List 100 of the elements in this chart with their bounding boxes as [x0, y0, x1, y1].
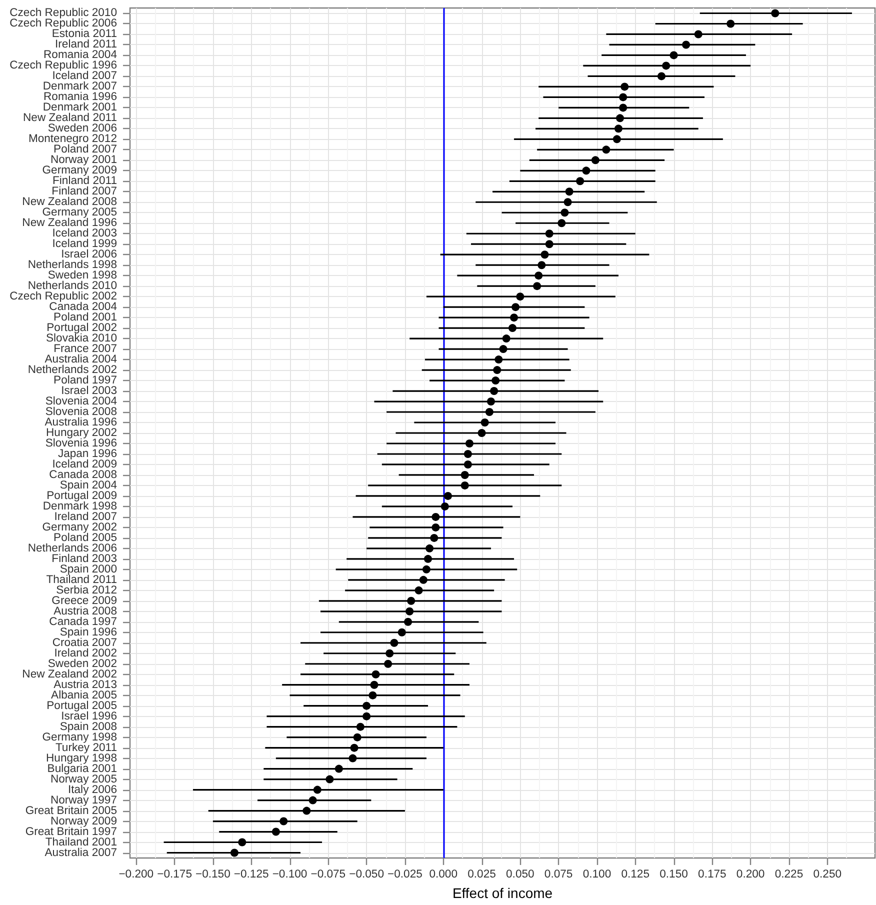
y-tick-label: Denmark 2007 — [42, 80, 117, 93]
x-tick-label: 0.075 — [544, 868, 573, 880]
x-tick-label: −0.100 — [272, 868, 308, 880]
x-tick-label: −0.025 — [388, 868, 422, 880]
y-tick-label: Spain 2008 — [60, 720, 117, 733]
y-tick-label: Canada 2004 — [49, 301, 117, 314]
y-tick-label: Australia 1996 — [44, 416, 117, 429]
x-tick-label: 0.250 — [813, 868, 842, 880]
y-tick-label: Netherlands 2002 — [28, 364, 117, 376]
y-tick-label: Portugal 2002 — [46, 322, 117, 334]
x-tick-label: 0.200 — [736, 868, 765, 880]
y-tick-label: France 2007 — [54, 343, 117, 356]
y-tick-label: Poland 2005 — [54, 532, 117, 544]
y-tick-label: Ireland 2007 — [54, 510, 117, 523]
y-tick-label: Ireland 2011 — [55, 38, 117, 51]
y-tick-label: Finland 2007 — [52, 186, 117, 198]
y-tick-label: Japan 1996 — [58, 448, 117, 460]
y-tick-label: Romania 2004 — [44, 49, 117, 62]
y-tick-label: Croatia 2007 — [52, 636, 117, 649]
y-tick-label: Poland 1997 — [54, 374, 117, 387]
y-tick-label: Great Britain 1997 — [25, 826, 117, 838]
x-tick-label: 0.000 — [429, 868, 458, 880]
y-tick-label: Finland 2003 — [52, 552, 117, 565]
y-tick-label: Greece 2009 — [52, 594, 117, 607]
x-tick-label: 0.100 — [582, 868, 612, 880]
y-tick-label: Norway 2005 — [50, 773, 117, 786]
y-tick-label: Sweden 2002 — [48, 658, 117, 670]
x-tick-label: −0.125 — [234, 868, 269, 880]
y-tick-label: Australia 2004 — [44, 354, 117, 366]
x-tick-label: −0.075 — [310, 868, 346, 880]
y-tick-label: Canada 2008 — [49, 468, 117, 481]
y-tick-label: Sweden 1998 — [48, 270, 117, 282]
y-tick-label: Portugal 2009 — [46, 490, 117, 502]
x-tick-label: 0.150 — [660, 868, 688, 880]
y-tick-label: Czech Republic 2010 — [10, 7, 117, 20]
y-tick-label: Portugal 2005 — [46, 700, 117, 712]
y-tick-label: Slovakia 2010 — [46, 332, 117, 345]
y-tick-label: Czech Republic 2002 — [10, 290, 117, 303]
y-tick-label: Ireland 2002 — [54, 647, 117, 660]
y-tick-label: Australia 2007 — [44, 846, 117, 859]
y-tick-label: Iceland 1999 — [52, 238, 117, 250]
y-tick-label: Czech Republic 1996 — [10, 60, 117, 72]
y-tick-label: Norway 2009 — [50, 815, 117, 828]
y-tick-label: Iceland 2007 — [52, 70, 117, 82]
y-tick-label: Slovenia 2004 — [45, 396, 117, 408]
y-tick-label: Austria 2008 — [54, 605, 117, 618]
y-tick-label: Netherlands 1998 — [28, 259, 117, 272]
y-tick-label: Thailand 2001 — [45, 836, 117, 848]
y-tick-label: Italy 2006 — [68, 784, 117, 796]
y-tick-label: Israel 2006 — [61, 248, 117, 261]
y-tick-label: Canada 1997 — [49, 616, 117, 628]
x-tick-label: −0.050 — [349, 868, 384, 880]
x-tick-label: −0.200 — [118, 868, 154, 880]
y-tick-label: Slovenia 2008 — [45, 406, 117, 418]
y-tick-label: Spain 2000 — [60, 563, 117, 576]
y-tick-label: New Zealand 1996 — [22, 217, 117, 230]
y-tick-label: Romania 1996 — [44, 91, 117, 104]
y-tick-label: Finland 2011 — [52, 175, 117, 188]
y-tick-label: Spain 2004 — [60, 479, 117, 492]
y-tick-label: Hungary 2002 — [46, 427, 117, 439]
y-tick-label: Poland 2001 — [54, 312, 117, 324]
y-tick-label: New Zealand 2008 — [22, 196, 117, 208]
y-tick-label: Germany 2009 — [42, 164, 117, 177]
y-tick-label: Israel 2003 — [61, 385, 117, 398]
x-tick-label: 0.125 — [621, 868, 650, 880]
y-tick-label: Montenegro 2012 — [28, 133, 117, 146]
y-tick-label: Sweden 2006 — [48, 122, 117, 135]
y-tick-label: Estonia 2011 — [52, 28, 117, 40]
y-tick-label: Netherlands 2006 — [28, 542, 117, 554]
y-tick-label: Turkey 2011 — [55, 742, 117, 754]
y-tick-label: Denmark 2001 — [42, 102, 117, 114]
x-tick-label: 0.175 — [698, 868, 726, 880]
y-tick-label: Denmark 1998 — [42, 500, 117, 512]
y-tick-label: Poland 2007 — [54, 144, 117, 156]
y-tick-label: Israel 1996 — [61, 710, 117, 722]
y-tick-label: Albania 2005 — [51, 689, 117, 702]
y-tick-label: Germany 1998 — [42, 731, 117, 744]
y-tick-label: Norway 1997 — [50, 794, 117, 806]
y-tick-label: New Zealand 2011 — [23, 112, 117, 124]
y-tick-label: Serbia 2012 — [56, 584, 117, 596]
y-tick-label: Thailand 2011 — [46, 574, 117, 586]
y-tick-label: Germany 2005 — [42, 206, 117, 219]
y-tick-label: New Zealand 2002 — [22, 668, 117, 680]
y-tick-label: Bulgaria 2001 — [47, 762, 117, 775]
y-tick-label: Iceland 2003 — [52, 228, 117, 240]
y-tick-label: Iceland 2009 — [52, 458, 117, 470]
y-tick-label: Germany 2002 — [42, 521, 117, 534]
x-tick-label: 0.025 — [468, 868, 496, 880]
x-tick-label: −0.150 — [196, 868, 230, 880]
y-tick-label: Czech Republic 2006 — [10, 18, 117, 30]
x-axis-title: Effect of income — [452, 885, 553, 901]
y-tick-label: Norway 2001 — [50, 154, 117, 166]
x-tick-label: 0.225 — [774, 868, 804, 880]
y-tick-label: Spain 1996 — [60, 626, 117, 638]
y-tick-label: Great Britain 2005 — [25, 804, 117, 817]
y-tick-label: Austria 2013 — [54, 678, 117, 691]
y-tick-label: Netherlands 2010 — [28, 280, 117, 292]
y-tick-label: Hungary 1998 — [46, 752, 117, 764]
x-tick-label: −0.175 — [157, 868, 192, 880]
x-tick-label: 0.050 — [506, 868, 534, 880]
